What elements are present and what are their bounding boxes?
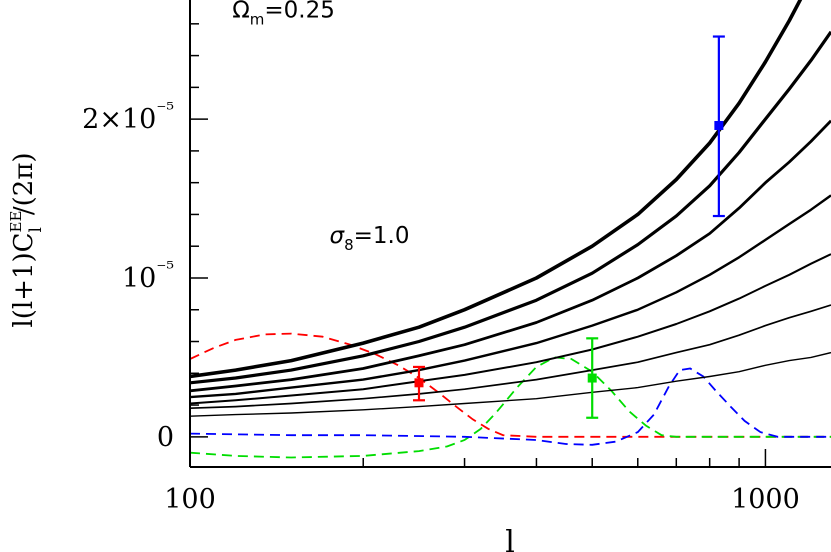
model-curve-5 xyxy=(190,304,831,410)
annotation-1: σ8=1.0 xyxy=(330,223,410,254)
annotations: Ωm=0.25 σ8=1.0 xyxy=(232,0,409,254)
axes: 100 1000 0 10⁻⁵ 2×10⁻⁵ l l(l+1)CEEl/(2π) xyxy=(7,0,831,552)
window-function-0 xyxy=(190,332,831,438)
y-tick-label-1: 10⁻⁵ xyxy=(122,258,174,294)
window-function-1 xyxy=(190,356,831,459)
plot-area xyxy=(190,0,831,459)
x-axis-label: l xyxy=(505,525,515,552)
model-curve-3 xyxy=(190,194,831,399)
y-tick-label-2: 2×10⁻⁵ xyxy=(82,99,174,135)
y-axis-label: l(l+1)CEEl/(2π) xyxy=(7,152,46,327)
model-curve-0 xyxy=(190,0,803,379)
data-point-1 xyxy=(586,337,599,419)
y-tick-label-0: 0 xyxy=(157,422,174,453)
marker xyxy=(414,378,424,388)
model-curve-1 xyxy=(190,30,831,385)
model-curve-2 xyxy=(190,119,831,393)
x-tick-label-1: 1000 xyxy=(731,484,800,515)
data-point-2 xyxy=(712,35,725,218)
x-tick-label-0: 100 xyxy=(164,484,216,515)
data-point-0 xyxy=(412,365,425,402)
marker xyxy=(714,120,724,130)
window-function-2 xyxy=(190,367,831,446)
model-curve-6 xyxy=(190,351,831,417)
model-curve-4 xyxy=(190,253,831,405)
annotation-0: Ωm=0.25 xyxy=(232,0,335,28)
marker xyxy=(587,373,597,383)
